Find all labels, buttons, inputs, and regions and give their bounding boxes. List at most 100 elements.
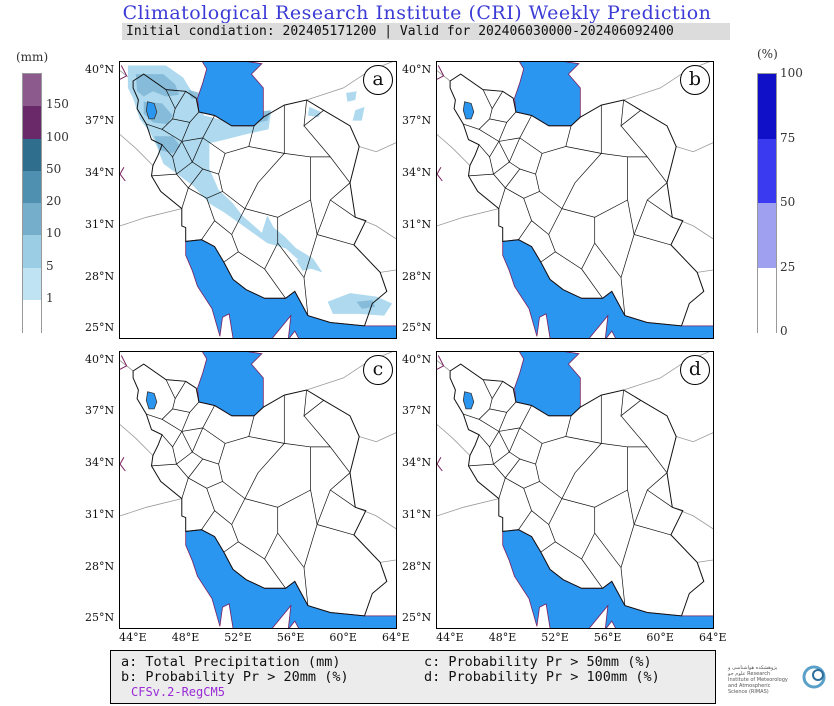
province-border bbox=[316, 199, 356, 235]
colorbar-segment bbox=[23, 74, 41, 107]
province-border bbox=[489, 111, 517, 123]
legend-c: c: Probability Pr > 50mm (%) bbox=[424, 654, 652, 670]
border-line bbox=[676, 142, 713, 153]
border-line bbox=[437, 424, 471, 456]
colorbar-label: 100 bbox=[780, 66, 803, 80]
coastline bbox=[437, 166, 443, 182]
map-panel-a: a bbox=[119, 61, 397, 339]
province-border bbox=[330, 472, 351, 491]
latitude-tick-label: 31°N bbox=[402, 507, 432, 521]
province-border bbox=[277, 199, 318, 278]
province-border bbox=[633, 489, 673, 525]
latitude-tick-label: 37°N bbox=[402, 114, 432, 128]
longitude-tick-label: 48°E bbox=[488, 631, 517, 644]
province-border bbox=[523, 464, 540, 489]
province-border bbox=[634, 234, 671, 246]
province-border bbox=[478, 115, 532, 158]
province-border bbox=[202, 427, 226, 465]
latitude-tick-label: 34°N bbox=[85, 166, 115, 180]
colorbar-label: 100 bbox=[46, 129, 69, 144]
lake-urmia bbox=[145, 101, 158, 120]
province-border bbox=[539, 153, 602, 210]
precip-area bbox=[307, 106, 322, 118]
latitude-tick-label: 37°N bbox=[85, 114, 115, 128]
page-title: Climatological Research Institute (CRI) … bbox=[122, 2, 712, 24]
colorbar-segment bbox=[758, 267, 776, 333]
border-line bbox=[120, 424, 154, 456]
province-border bbox=[463, 108, 493, 130]
latitude-tick-label: 28°N bbox=[402, 269, 432, 283]
colorbar-segment bbox=[758, 203, 776, 268]
latitude-tick-label: 25°N bbox=[85, 321, 115, 335]
precip-area bbox=[296, 256, 318, 271]
latitude-tick-label: 37°N bbox=[402, 404, 432, 418]
colorbar-segment bbox=[758, 138, 776, 204]
province-border bbox=[523, 174, 540, 199]
lake-urmia bbox=[145, 391, 158, 410]
province-border bbox=[161, 115, 215, 158]
latitude-tick-label: 40°N bbox=[402, 62, 432, 76]
province-border bbox=[647, 472, 668, 491]
latitude-tick-label: 40°N bbox=[85, 352, 115, 366]
colorbar-label: 20 bbox=[46, 194, 62, 208]
border-line bbox=[437, 498, 499, 517]
border-line bbox=[672, 216, 713, 240]
precip-unit: (mm) bbox=[16, 50, 49, 64]
legend-box: a: Total Precipitation (mm) b: Probabili… bbox=[110, 650, 716, 704]
coastline bbox=[437, 456, 443, 472]
latitude-tick-label: 28°N bbox=[402, 559, 432, 573]
province-border bbox=[489, 401, 517, 413]
colorbar-segment bbox=[23, 235, 41, 268]
prob-unit: (%) bbox=[757, 47, 778, 61]
province-border bbox=[277, 489, 318, 568]
province-border bbox=[310, 156, 351, 184]
border-line bbox=[380, 559, 396, 563]
province-border bbox=[620, 389, 641, 417]
map-panel-d: d bbox=[436, 351, 714, 629]
map-panel-c: c bbox=[119, 351, 397, 629]
province-border bbox=[539, 443, 602, 500]
border-line bbox=[380, 269, 396, 273]
province-border bbox=[161, 405, 215, 448]
persian-gulf bbox=[502, 239, 713, 338]
iran-border bbox=[449, 363, 705, 617]
province-border bbox=[303, 125, 331, 158]
caspian-sea bbox=[197, 62, 264, 127]
coastline bbox=[437, 65, 445, 80]
province-border bbox=[540, 524, 556, 553]
province-border bbox=[317, 234, 354, 246]
longitude-tick-label: 48°E bbox=[171, 631, 200, 644]
latitude-tick-label: 28°N bbox=[85, 559, 115, 573]
province-border bbox=[581, 558, 603, 589]
coastline bbox=[120, 456, 126, 472]
colorbar-label: 50 bbox=[780, 195, 796, 209]
province-border bbox=[542, 125, 572, 154]
province-border bbox=[316, 489, 356, 525]
province-border bbox=[594, 489, 635, 568]
precip-area-heavy bbox=[135, 74, 180, 97]
province-border bbox=[264, 558, 286, 589]
colorbar-segment bbox=[23, 106, 41, 139]
colorbar-segment bbox=[23, 299, 41, 333]
panel-label-a: a bbox=[363, 65, 393, 95]
longitude-tick-label: 56°E bbox=[276, 631, 305, 644]
legend-d: d: Probability Pr > 100mm (%) bbox=[424, 669, 660, 685]
longitude-tick-label: 64°E bbox=[382, 631, 410, 644]
province-border bbox=[531, 208, 563, 236]
province-border bbox=[165, 379, 186, 400]
latitude-tick-label: 25°N bbox=[402, 611, 432, 625]
province-border bbox=[478, 405, 532, 448]
province-border bbox=[223, 234, 239, 263]
province-border bbox=[225, 415, 255, 444]
province-border bbox=[264, 268, 286, 299]
border-line bbox=[437, 208, 499, 227]
persian-gulf bbox=[185, 239, 396, 338]
precip-area bbox=[127, 65, 323, 273]
colorbar-label: 5 bbox=[46, 258, 54, 273]
province-border bbox=[223, 524, 239, 553]
province-border bbox=[468, 161, 521, 189]
panel-label-c: c bbox=[363, 355, 393, 385]
colorbar-label: 25 bbox=[780, 259, 796, 274]
map-canvas bbox=[120, 352, 396, 628]
province-border bbox=[284, 153, 311, 200]
